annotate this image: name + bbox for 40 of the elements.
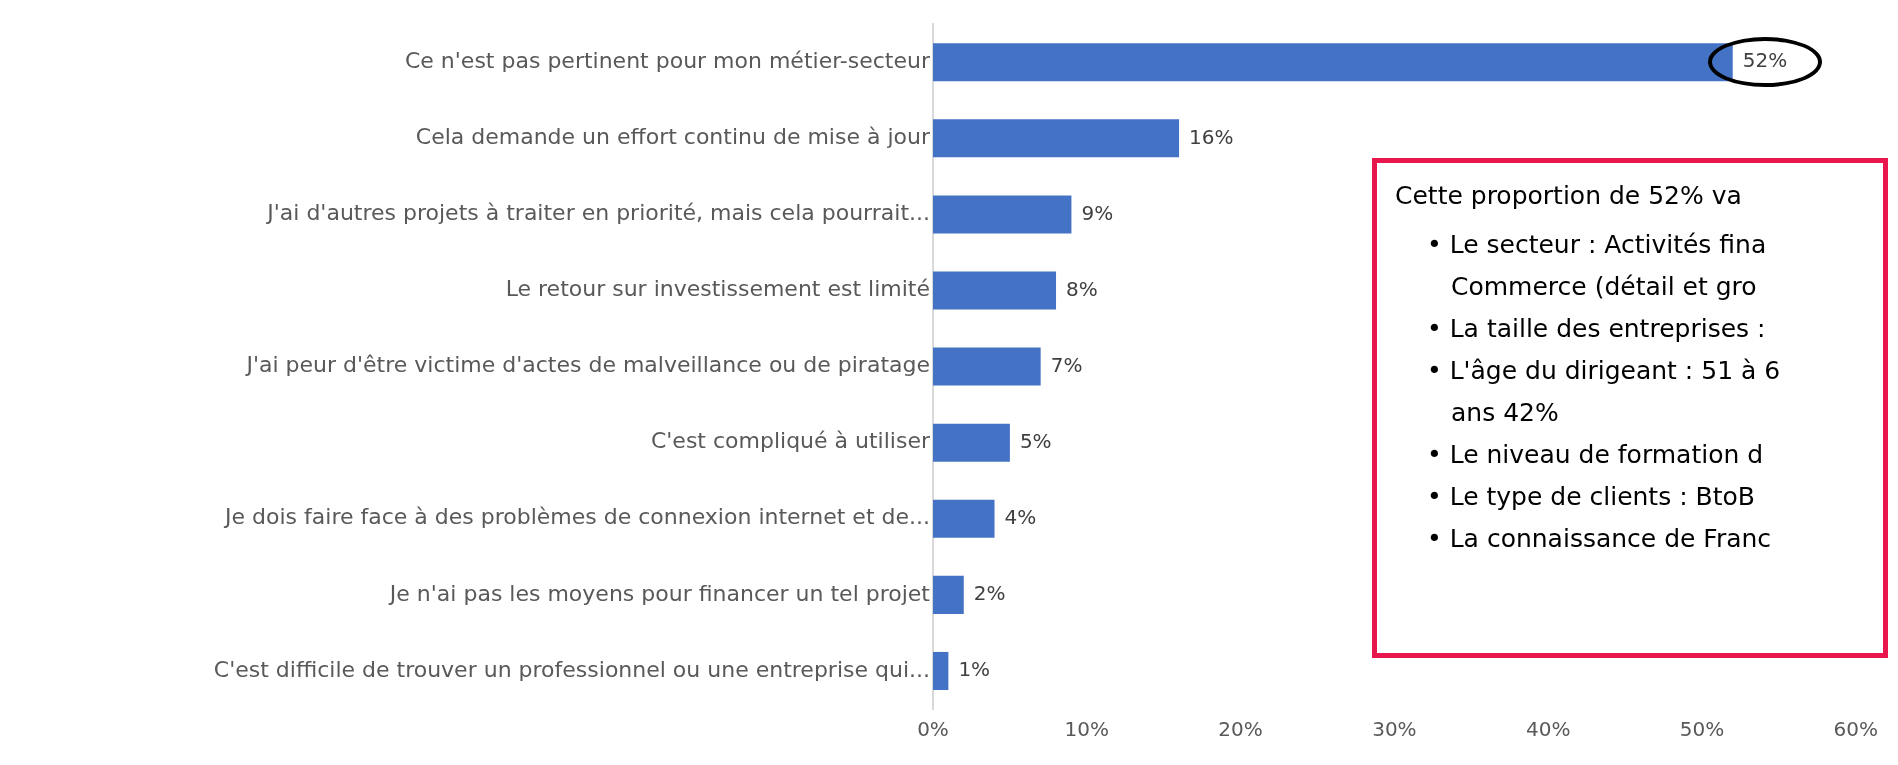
data-label: 5% bbox=[1019, 428, 1052, 453]
annotation: • Le niveau de formation d bbox=[1426, 439, 1765, 471]
data-label: 1% bbox=[958, 657, 991, 682]
x-tick-label: 40% bbox=[1525, 717, 1571, 742]
y-tick-label: C'est difficile de trouver un professionnel ou une entreprise qui... bbox=[213, 656, 930, 682]
annotation: • Le type de clients : BtoB bbox=[1426, 481, 1756, 513]
y-tick-label: Cela demande un effort continu de mise à jour bbox=[415, 124, 931, 150]
data-label: 16% bbox=[1189, 124, 1234, 149]
y-tick-label: J'ai d'autres projets à traiter en priorité, mais cela pourrait... bbox=[265, 200, 930, 226]
y-tick-label: Le retour sur investissement est limité bbox=[505, 276, 930, 302]
data-label: 9% bbox=[1081, 200, 1114, 225]
annotation: • Le secteur : Activités fina Commerce (détail et gro bbox=[1426, 229, 1768, 303]
annotation: Cette proportion de 52% va bbox=[1395, 181, 1743, 210]
y-tick-label: C'est compliqué à utiliser bbox=[650, 428, 931, 454]
y-tick-label: Je n'ai pas les moyens pour financer un tel projet bbox=[387, 580, 931, 606]
annotation: • L'âge du dirigeant : 51 à 6 ans 42% bbox=[1426, 355, 1782, 429]
x-tick-label: 10% bbox=[1064, 717, 1110, 742]
x-tick-label: 30% bbox=[1372, 717, 1417, 742]
bar bbox=[933, 271, 1057, 310]
bar bbox=[933, 347, 1041, 386]
bar bbox=[933, 575, 964, 614]
annotation: • La taille des entreprises : bbox=[1426, 313, 1767, 345]
x-tick-label: 50% bbox=[1679, 717, 1725, 742]
x-tick-label: 20% bbox=[1218, 717, 1263, 742]
y-tick-label: J'ai peur d'être victime d'actes de malveillance ou de piratage bbox=[244, 352, 930, 378]
y-tick-label: Ce n'est pas pertinent pour mon métier-secteur bbox=[404, 47, 931, 73]
bar bbox=[933, 195, 1072, 234]
bar bbox=[933, 651, 949, 690]
y-tick-label: Je dois faire face à des problèmes de connexion internet et de... bbox=[223, 504, 930, 530]
bar bbox=[933, 119, 1180, 158]
x-tick-label: 60% bbox=[1833, 717, 1878, 742]
annotation: • La connaissance de Franc bbox=[1426, 523, 1773, 555]
data-label: 52% bbox=[1742, 48, 1788, 73]
data-label: 4% bbox=[1004, 504, 1037, 529]
bar bbox=[933, 499, 995, 538]
data-label: 7% bbox=[1050, 352, 1083, 377]
x-tick-label: 0% bbox=[917, 717, 949, 742]
bar bbox=[933, 423, 1010, 462]
data-label: 2% bbox=[973, 581, 1006, 606]
data-label: 8% bbox=[1066, 276, 1098, 301]
